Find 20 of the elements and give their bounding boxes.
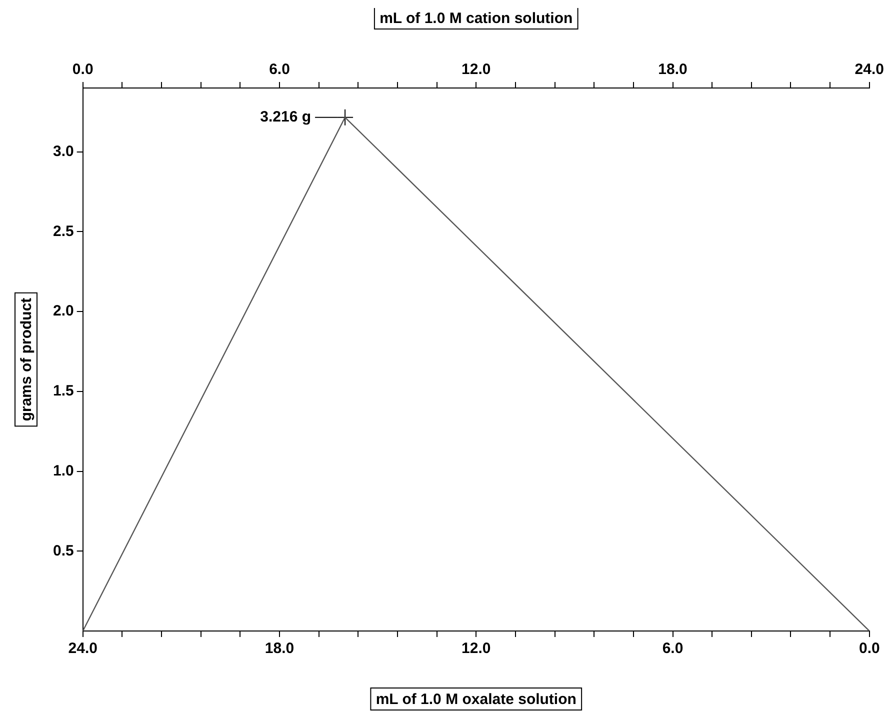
x-tick-label: 18.0 bbox=[264, 640, 294, 658]
x-axis-title: mL of 1.0 M oxalate solution bbox=[376, 691, 576, 708]
x2-axis-title: mL of 1.0 M cation solution bbox=[380, 10, 573, 28]
x2-tick-label: 24.0 bbox=[854, 61, 884, 78]
x-tick-label: 0.0 bbox=[858, 640, 880, 658]
y-tick-label: 1.5 bbox=[52, 382, 74, 400]
x-tick-label: 12.0 bbox=[462, 640, 491, 658]
y-tick-label: 3.0 bbox=[52, 143, 74, 160]
y-axis-title: grams of product bbox=[18, 298, 36, 422]
y-tick-label: 2.0 bbox=[52, 302, 74, 320]
x2-tick-label: 12.0 bbox=[462, 61, 491, 78]
x2-tick-label: 6.0 bbox=[269, 61, 290, 78]
x2-tick-label: 18.0 bbox=[658, 61, 688, 78]
x-tick-label: 24.0 bbox=[68, 640, 98, 658]
annotation: 3.216 g bbox=[260, 108, 312, 126]
y-tick-label: 2.5 bbox=[52, 222, 74, 240]
y-tick-label: 0.5 bbox=[52, 542, 74, 560]
y-tick-label: 1.0 bbox=[52, 462, 74, 480]
x2-tick-label: 0.0 bbox=[72, 61, 94, 78]
x-tick-label: 6.0 bbox=[662, 640, 684, 658]
